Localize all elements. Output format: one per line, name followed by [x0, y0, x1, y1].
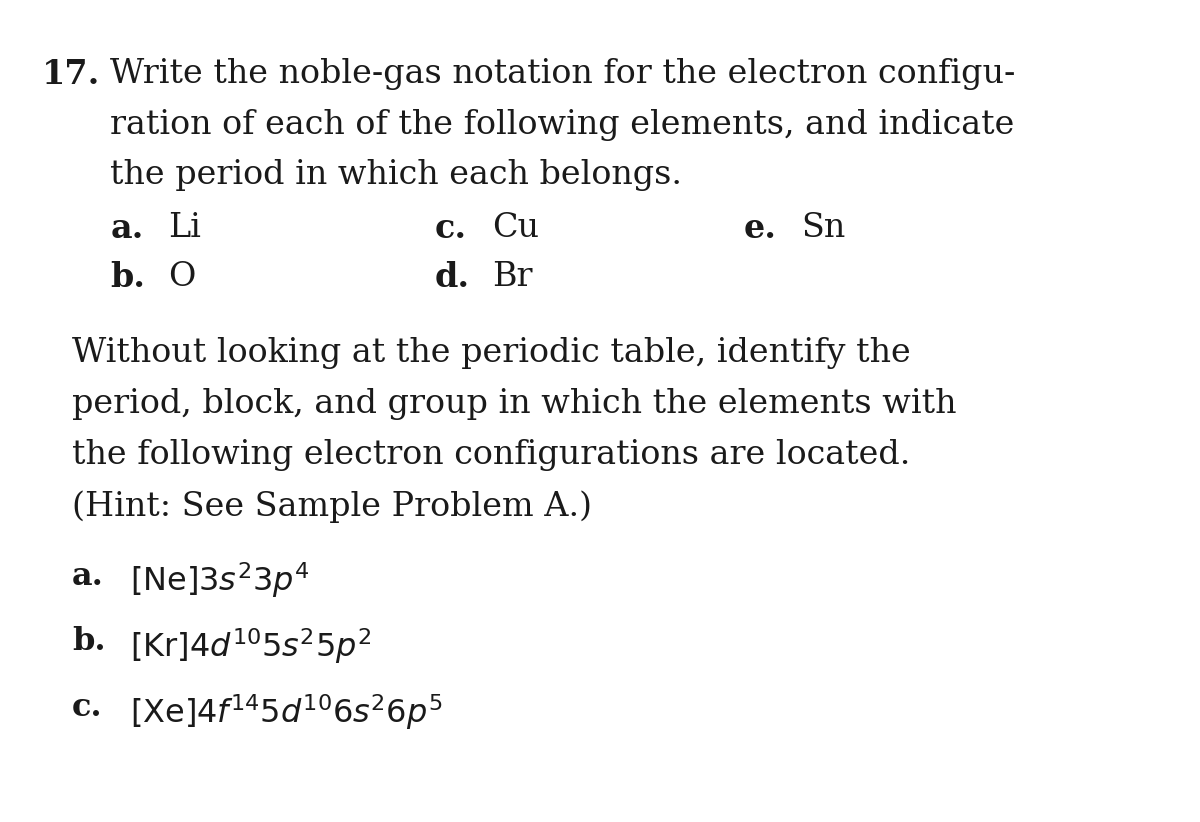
Text: b.: b. [110, 261, 145, 294]
Text: Br: Br [492, 261, 533, 293]
Text: (Hint: See Sample Problem A.): (Hint: See Sample Problem A.) [72, 490, 592, 523]
Text: 17.: 17. [42, 58, 101, 90]
Text: period, block, and group in which the elements with: period, block, and group in which the el… [72, 388, 956, 420]
Text: b.: b. [72, 626, 106, 658]
Text: e.: e. [744, 212, 778, 245]
Text: Write the noble-gas notation for the electron configu-: Write the noble-gas notation for the ele… [110, 58, 1015, 90]
Text: Li: Li [168, 212, 200, 244]
Text: O: O [168, 261, 196, 293]
Text: $\mathrm{[Xe]4}$$\mathit{f}^{14}$$\mathrm{5}$$\mathit{d}^{10}$$\mathrm{6}$$\math: $\mathrm{[Xe]4}$$\mathit{f}^{14}$$\mathr… [130, 692, 442, 732]
Text: ration of each of the following elements, and indicate: ration of each of the following elements… [110, 109, 1015, 141]
Text: a.: a. [72, 561, 104, 592]
Text: d.: d. [434, 261, 469, 294]
Text: Cu: Cu [492, 212, 539, 244]
Text: Without looking at the periodic table, identify the: Without looking at the periodic table, i… [72, 337, 911, 369]
Text: Sn: Sn [802, 212, 846, 244]
Text: the period in which each belongs.: the period in which each belongs. [110, 159, 683, 192]
Text: $\mathrm{[Ne]3}$$\mathit{s}^2$$\mathrm{3}$$\mathit{p}^4$: $\mathrm{[Ne]3}$$\mathit{s}^2$$\mathrm{3… [130, 561, 308, 600]
Text: c.: c. [434, 212, 467, 245]
Text: a.: a. [110, 212, 144, 245]
Text: c.: c. [72, 692, 103, 723]
Text: $\mathrm{[Kr]4}$$\mathit{d}^{10}$$\mathrm{5}$$\mathit{s}^2$$\mathrm{5}$$\mathit{: $\mathrm{[Kr]4}$$\mathit{d}^{10}$$\mathr… [130, 626, 371, 666]
Text: the following electron configurations are located.: the following electron configurations ar… [72, 439, 911, 471]
